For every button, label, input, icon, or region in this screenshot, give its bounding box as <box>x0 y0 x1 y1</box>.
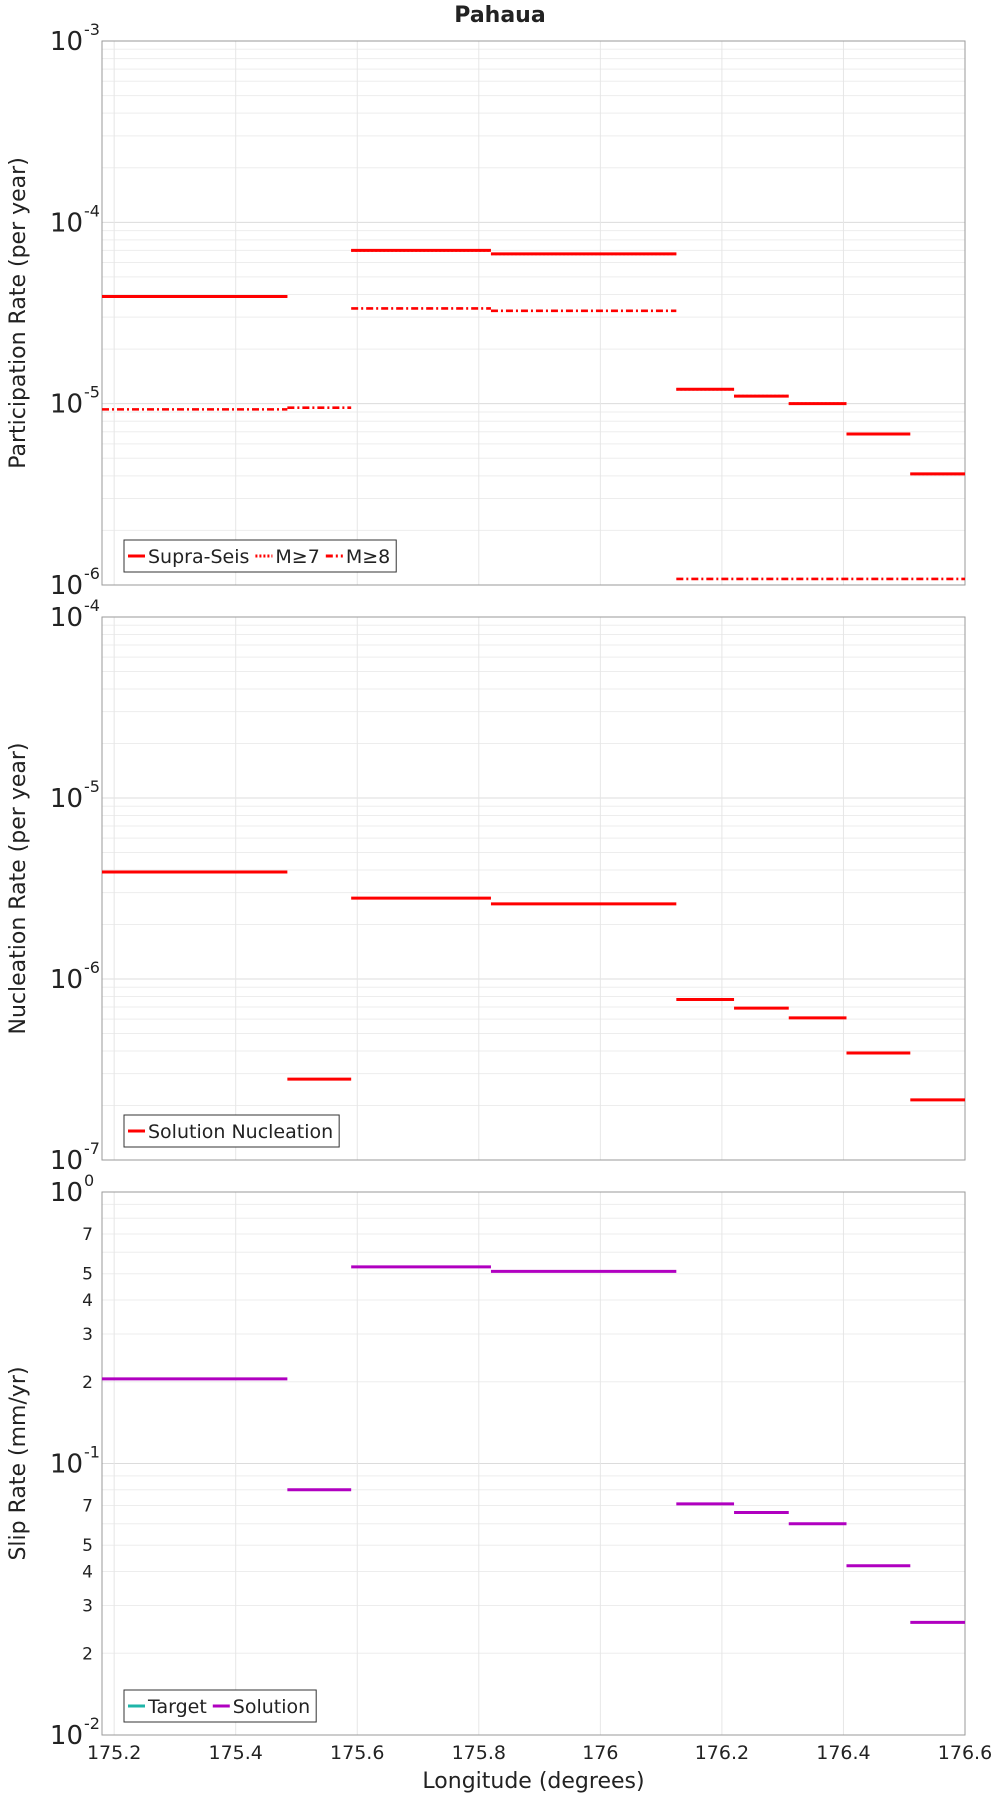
y-tick-exponent: -4 <box>84 201 100 220</box>
x-tick-label: 176.4 <box>816 1742 870 1764</box>
x-tick-label: 175.6 <box>330 1742 384 1764</box>
y-tick-label: 3 <box>82 1596 93 1616</box>
series-m-8 <box>102 307 965 581</box>
legend-label: M≥7 <box>275 546 319 568</box>
y-tick-label: 3 <box>82 1325 93 1345</box>
y-tick-exponent: -1 <box>84 1443 100 1462</box>
y-tick-exponent: 0 <box>84 1171 94 1190</box>
y-tick-exponent: -6 <box>84 958 100 977</box>
y-tick-exponent: -4 <box>84 596 100 615</box>
x-tick-label: 175.2 <box>87 1742 141 1764</box>
grid <box>102 41 966 586</box>
legend: Supra-Seis M≥7 M≥8 <box>123 539 397 573</box>
plot-area <box>102 617 965 1160</box>
y-tick-label: 10 <box>50 390 83 420</box>
x-tick-label: 175.8 <box>452 1742 506 1764</box>
legend: Solution Nucleation <box>123 1114 340 1148</box>
y-tick-exponent: -5 <box>84 777 100 796</box>
grid <box>102 1192 966 1736</box>
legend-label: Solution <box>233 1696 310 1718</box>
y-tick-label: 10 <box>50 1721 83 1751</box>
legend-box <box>123 1114 340 1148</box>
y-tick-label: 7 <box>82 1497 93 1517</box>
y-tick-exponent: -3 <box>84 20 100 39</box>
plot-frame <box>101 40 966 586</box>
legend: Target Solution <box>123 1689 317 1723</box>
plot-frame <box>101 1191 966 1736</box>
y-tick-label: 10 <box>50 784 83 814</box>
y-tick-label: 10 <box>50 27 83 57</box>
legend-label: Solution Nucleation <box>148 1121 333 1143</box>
y-tick-exponent: -6 <box>84 564 100 583</box>
y-tick-label: 4 <box>82 1563 93 1583</box>
y-axis-label: Slip Rate (mm/yr) <box>6 1366 31 1560</box>
x-tick-label: 176 <box>582 1742 618 1764</box>
series-m-7 <box>102 249 965 476</box>
series-solution-nucleation <box>102 870 965 1102</box>
plot-frame <box>101 616 966 1161</box>
y-tick-label: 10 <box>50 1146 83 1176</box>
plot-area <box>102 41 965 585</box>
y-tick-label: 10 <box>50 603 83 633</box>
legend-label: Supra-Seis <box>148 546 249 568</box>
y-tick-exponent: -5 <box>84 383 100 402</box>
y-tick-label: 5 <box>82 1265 93 1285</box>
y-tick-exponent: -7 <box>84 1139 100 1158</box>
y-tick-label: 10 <box>50 208 83 238</box>
x-tick-label: 176.2 <box>695 1742 749 1764</box>
y-tick-exponent: -2 <box>84 1714 100 1733</box>
y-tick-label: 4 <box>82 1291 93 1311</box>
y-tick-label: 10 <box>50 571 83 601</box>
y-axis-label: Nucleation Rate (per year) <box>6 743 31 1035</box>
y-tick-label: 2 <box>82 1644 93 1664</box>
legend-label: Target <box>147 1696 207 1718</box>
y-tick-label: 10 <box>50 1178 83 1208</box>
x-tick-label: 175.4 <box>209 1742 263 1764</box>
y-tick-label: 5 <box>82 1536 93 1556</box>
grid <box>102 617 966 1161</box>
figure-title: Pahaua <box>454 3 545 28</box>
series-solution <box>102 1265 965 1624</box>
x-tick-label: 176.6 <box>938 1742 992 1764</box>
y-tick-label: 10 <box>50 1450 83 1480</box>
y-axis-label: Participation Rate (per year) <box>6 157 31 469</box>
legend-label: M≥8 <box>346 546 390 568</box>
y-tick-label: 2 <box>82 1373 93 1393</box>
y-tick-label: 7 <box>82 1225 93 1245</box>
y-tick-label: 10 <box>50 965 83 995</box>
x-axis-label: Longitude (degrees) <box>422 1769 644 1794</box>
